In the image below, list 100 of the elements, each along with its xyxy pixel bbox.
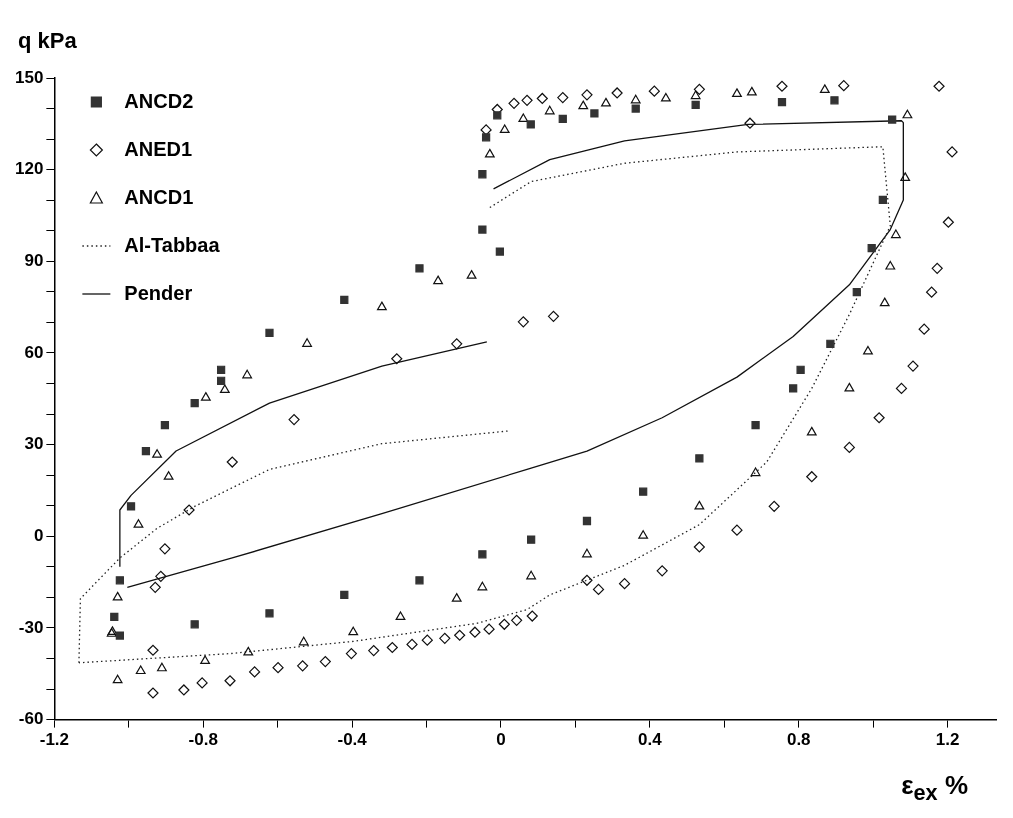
point (495, 247, 505, 256)
point (115, 631, 124, 640)
x-axis-title: ε$_{ex}$ % (901, 770, 968, 807)
point (631, 104, 640, 113)
point (395, 611, 406, 621)
point (451, 593, 462, 602)
point (601, 97, 611, 107)
point (219, 384, 230, 394)
point (691, 100, 700, 110)
point (302, 338, 313, 347)
point (478, 225, 487, 234)
point (578, 100, 589, 110)
y-tick-label: 120 (14, 159, 44, 179)
point (340, 295, 349, 304)
point (216, 376, 226, 385)
point (902, 109, 913, 119)
point (340, 590, 349, 600)
x-tick-label: -0.8 (188, 730, 218, 750)
legend-label: ANCD1 (124, 185, 194, 208)
point (660, 92, 671, 102)
point (806, 426, 817, 436)
point (499, 124, 510, 134)
point (433, 275, 444, 285)
point (751, 420, 760, 430)
point (867, 244, 876, 253)
point (890, 229, 901, 239)
point (582, 516, 592, 526)
point (732, 88, 742, 97)
point (265, 328, 274, 337)
point (126, 502, 136, 511)
point (265, 609, 274, 618)
point (112, 674, 123, 684)
y-tick-label: 30 (24, 434, 44, 454)
point (135, 665, 146, 675)
point (298, 636, 309, 646)
point (695, 454, 704, 463)
point (243, 646, 254, 656)
point (885, 260, 896, 270)
point (163, 471, 174, 480)
point (481, 133, 491, 142)
x-tick-label: 0.4 (638, 730, 663, 750)
point (852, 288, 861, 297)
point (415, 576, 424, 585)
point (415, 264, 424, 273)
x-tick-label: 0 (496, 730, 506, 750)
y-tick-label: 150 (14, 67, 44, 87)
point (819, 84, 830, 94)
point (879, 297, 890, 307)
x-tick-label: 0.8 (786, 730, 811, 750)
point (527, 535, 536, 544)
y-tick-label: -60 (18, 709, 44, 729)
x-tick-label: -1.2 (39, 730, 70, 750)
point (376, 301, 387, 311)
point (863, 345, 873, 355)
point (242, 369, 253, 379)
point (639, 487, 648, 496)
point (157, 662, 167, 672)
point (746, 86, 757, 96)
point (830, 96, 839, 105)
y-tick-label: 60 (24, 342, 44, 362)
point (558, 114, 567, 124)
point (190, 398, 199, 408)
point (216, 365, 226, 374)
point (694, 500, 705, 510)
point (152, 449, 163, 458)
y-tick-label: -30 (18, 617, 44, 637)
y-tick-label: 90 (24, 251, 44, 270)
legend-label: Pender (124, 281, 193, 304)
point (478, 170, 487, 179)
point (888, 115, 897, 124)
point (590, 109, 599, 118)
point (900, 172, 911, 182)
point (526, 570, 537, 580)
point (133, 519, 144, 528)
point (544, 105, 555, 115)
point (348, 626, 359, 636)
point (200, 655, 211, 665)
point (190, 620, 199, 629)
legend-label: ANCD2 (124, 89, 194, 112)
legend-label: ANED1 (124, 137, 193, 160)
point (777, 98, 787, 107)
point (750, 467, 761, 477)
point (844, 382, 855, 392)
point (115, 576, 124, 585)
point (582, 548, 592, 558)
point (110, 612, 119, 622)
point (638, 530, 649, 539)
point (200, 391, 211, 401)
x-tick-label: 1.2 (935, 730, 960, 750)
point (484, 148, 495, 158)
point (518, 113, 529, 123)
point (141, 446, 151, 456)
point (478, 550, 487, 559)
y-axis-title: q kPa (18, 28, 77, 54)
point (493, 111, 502, 120)
point (112, 591, 123, 601)
point (466, 270, 477, 279)
point (526, 120, 535, 129)
y-tick-label: 0 (33, 525, 44, 545)
point (160, 420, 170, 430)
